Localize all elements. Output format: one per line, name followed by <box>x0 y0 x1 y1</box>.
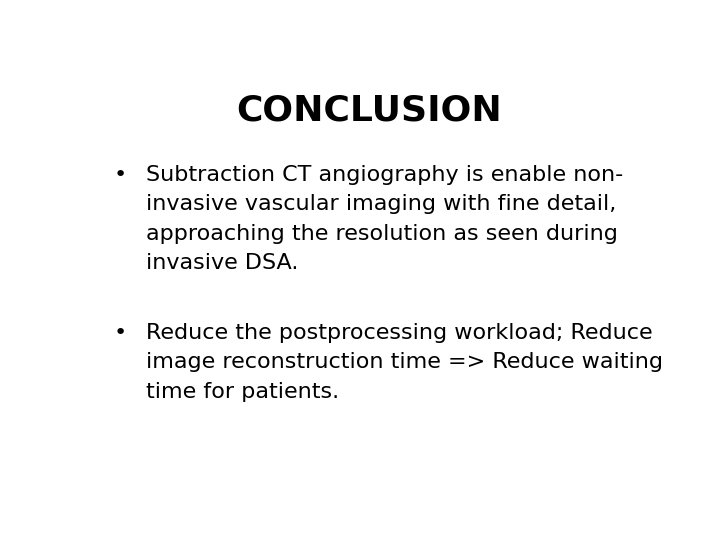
Text: •: • <box>114 322 127 342</box>
Text: Subtraction CT angiography is enable non-
invasive vascular imaging with fine de: Subtraction CT angiography is enable non… <box>145 165 623 273</box>
Text: CONCLUSION: CONCLUSION <box>236 94 502 128</box>
Text: •: • <box>114 165 127 185</box>
Text: Reduce the postprocessing workload; Reduce
image reconstruction time => Reduce w: Reduce the postprocessing workload; Redu… <box>145 322 663 402</box>
